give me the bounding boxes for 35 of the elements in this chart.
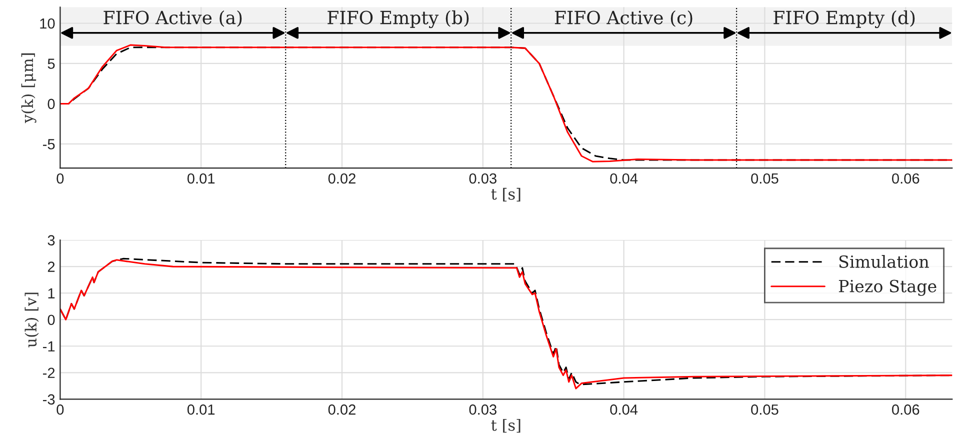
x-tick-label: 0.06 xyxy=(892,404,920,415)
x-tick-label: 0.06 xyxy=(892,173,920,184)
x-tick-label: 0.04 xyxy=(610,173,638,184)
y-axis-title: y(k) [μm] xyxy=(21,53,36,124)
x-tick-label: 0.02 xyxy=(328,404,356,415)
x-tick-label: 0.02 xyxy=(328,173,356,184)
y-tick-label: 0 xyxy=(48,314,55,326)
x-tick-label: 0 xyxy=(56,404,64,415)
x-tick-label: 0.05 xyxy=(751,173,778,184)
x-tick-label: 0.04 xyxy=(610,404,638,415)
x-tick-label: 0 xyxy=(56,173,64,184)
y-tick-label: 0 xyxy=(48,98,55,110)
y-tick-label: -1 xyxy=(42,341,55,352)
y-tick-label: 10 xyxy=(40,18,55,29)
band-label: FIFO Active (c) xyxy=(554,10,692,27)
band-label: FIFO Active (a) xyxy=(104,10,242,27)
y-tick-label: -5 xyxy=(42,139,55,150)
x-tick-label: 0.03 xyxy=(469,173,496,184)
y-tick-label: 5 xyxy=(48,58,55,69)
y-tick-label: 1 xyxy=(48,288,55,298)
y-tick-label: 2 xyxy=(48,262,55,272)
x-axis-title: t [s] xyxy=(491,419,520,433)
band-label: FIFO Empty (d) xyxy=(774,10,915,28)
band-label: FIFO Empty (b) xyxy=(328,10,469,28)
y-tick-label: -3 xyxy=(42,394,55,405)
legend-label: Simulation xyxy=(839,255,929,268)
x-tick-label: 0.05 xyxy=(751,404,778,415)
x-tick-label: 0.03 xyxy=(469,404,496,415)
y-axis-title: u(k) [v] xyxy=(24,292,39,348)
legend-label: Piezo Stage xyxy=(838,280,936,296)
y-tick-label: -2 xyxy=(42,368,55,378)
x-tick-label: 0.01 xyxy=(187,173,215,184)
y-tick-label: 3 xyxy=(48,235,55,246)
x-tick-label: 0.01 xyxy=(187,404,215,415)
x-axis-title: t [s] xyxy=(491,188,520,202)
